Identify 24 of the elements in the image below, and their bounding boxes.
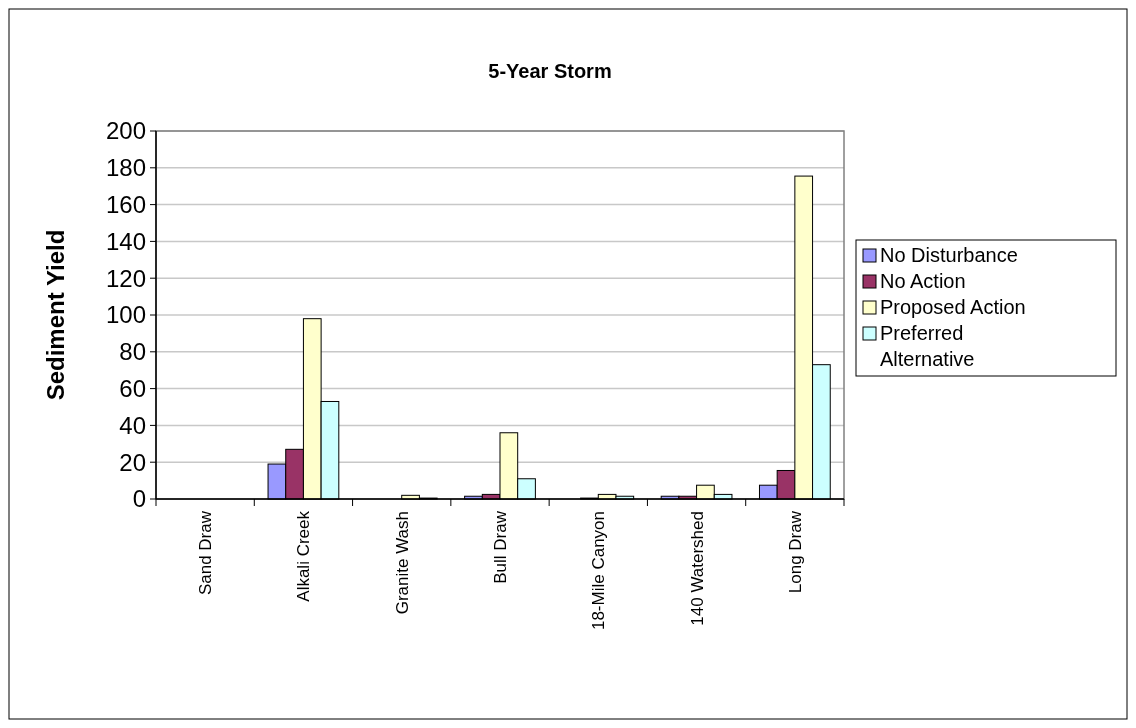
legend-label: Preferred Alternative: [880, 322, 975, 370]
y-tick-label: 60: [119, 375, 146, 402]
x-tick-label: Long Draw: [785, 510, 805, 594]
y-tick-label: 200: [105, 117, 146, 145]
chart-title: 5-Year Storm: [488, 60, 612, 82]
y-tick-label: 0: [132, 485, 146, 513]
x-tick-label: 140 Watershed: [687, 511, 707, 626]
y-tick-label: 160: [105, 191, 146, 218]
y-tick-label: 120: [105, 264, 146, 292]
y-axis-title: Sediment Yield: [42, 229, 69, 401]
x-tick-label: Sand Draw: [196, 510, 216, 596]
y-tick-label: 20: [119, 448, 146, 476]
legend-label: Proposed Action: [880, 296, 1026, 318]
x-tick-label: 18-Mile Canyon: [589, 511, 609, 631]
x-tick-label: Granite Wash: [392, 511, 412, 615]
y-tick-label: 180: [105, 154, 146, 182]
y-tick-label: 80: [119, 338, 146, 366]
legend-label: No Action: [880, 270, 966, 292]
legend-label: No Disturbance: [880, 244, 1018, 266]
x-tick-label: Alkali Creek: [294, 510, 314, 602]
x-tick-label: Bull Draw: [490, 510, 510, 584]
y-tick-label: 40: [119, 411, 146, 439]
y-tick-label: 100: [105, 301, 146, 329]
y-tick-label: 140: [105, 227, 146, 255]
